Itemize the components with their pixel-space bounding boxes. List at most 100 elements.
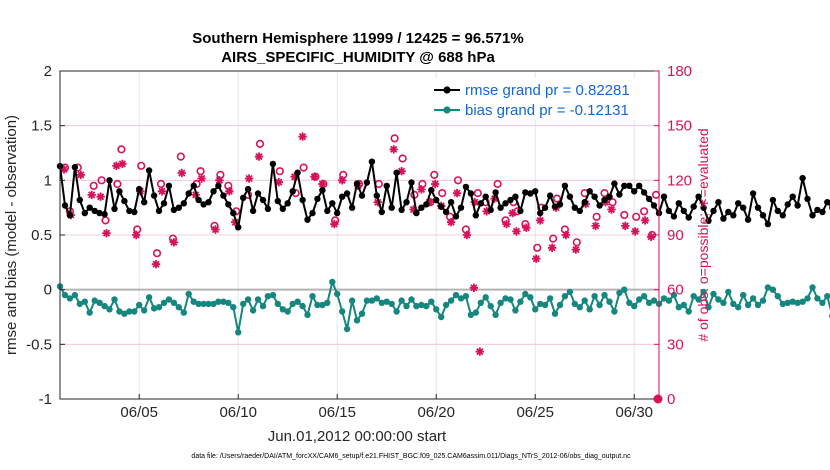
obs-evaluated-point — [298, 132, 307, 141]
rmse-point — [383, 182, 390, 189]
bias-point — [532, 306, 539, 313]
obs-possible-point — [473, 189, 482, 198]
obs-possible-point — [533, 243, 542, 252]
bias-point — [190, 298, 197, 305]
bias-point — [136, 301, 143, 309]
obs-possible-point — [137, 161, 146, 170]
bias-point — [383, 298, 390, 305]
rmse-point — [106, 177, 113, 184]
obs-evaluated-point — [425, 198, 434, 207]
rmse-point — [210, 188, 217, 195]
bias-point — [289, 300, 296, 308]
rmse-point — [175, 204, 182, 211]
obs-evaluated-point — [87, 190, 96, 200]
rmse-point — [438, 203, 445, 210]
obs-evaluated-point — [452, 188, 462, 198]
rmse-point — [546, 192, 554, 199]
obs-evaluated-point — [536, 216, 545, 225]
bias-point — [517, 298, 524, 305]
bias-point — [279, 306, 286, 313]
bias-point — [472, 309, 479, 316]
rmse-point — [195, 196, 202, 204]
bias-point — [700, 288, 707, 296]
bias-point — [556, 301, 564, 309]
rmse-point — [274, 197, 281, 205]
bias-point — [730, 300, 737, 308]
obs-possible-point — [152, 249, 162, 258]
obs-evaluated-point — [482, 207, 491, 216]
bias-point — [665, 297, 673, 304]
rmse-point — [616, 191, 623, 198]
rmse-point — [378, 208, 385, 216]
obs-evaluated-point — [215, 176, 224, 185]
rmse-point — [423, 201, 430, 208]
rmse-point — [759, 212, 767, 219]
bias-point — [244, 296, 252, 303]
bias-point — [81, 298, 89, 305]
bias-point — [720, 299, 727, 306]
bias-point — [408, 296, 415, 303]
obs-evaluated-point — [169, 238, 179, 247]
bias-point — [324, 299, 331, 306]
rmse-point — [561, 182, 569, 189]
bias-point — [754, 301, 762, 309]
rmse-point — [269, 160, 277, 168]
rmse-point — [284, 200, 291, 207]
bias-point — [764, 284, 772, 291]
rmse-point — [442, 208, 450, 216]
y-right-tick-label: 180 — [667, 63, 692, 80]
obs-possible-point — [632, 212, 641, 221]
rmse-point — [710, 207, 717, 215]
y-right-tick-label: 0 — [667, 391, 675, 408]
x-axis-label: Jun.01,2012 00:00:00 start — [268, 428, 447, 445]
bias-point — [230, 304, 237, 311]
bias-point — [541, 301, 549, 309]
bias-point — [561, 293, 569, 300]
obs-evaluated-point — [607, 205, 616, 214]
obs-evaluated-point — [112, 161, 121, 170]
rmse-point — [522, 189, 529, 196]
obs-evaluated-point — [631, 227, 640, 236]
bias-point — [398, 297, 405, 304]
obs-possible-point — [255, 139, 265, 148]
rmse-point — [650, 202, 658, 209]
rmse-point — [324, 207, 331, 215]
obs-possible-point — [117, 145, 126, 154]
bias-point — [566, 288, 574, 296]
bias-point — [66, 295, 74, 302]
bias-point — [482, 294, 489, 301]
obs-possible-point — [493, 179, 502, 189]
bias-point — [319, 301, 326, 309]
rmse-point — [289, 188, 296, 195]
obs-evaluated-point — [470, 198, 479, 207]
rmse-point — [467, 190, 475, 197]
bias-point — [180, 309, 187, 316]
rmse-point — [566, 193, 574, 200]
rmse-point — [155, 207, 163, 215]
bias-point — [685, 308, 692, 315]
rmse-point — [631, 188, 638, 195]
legend-rmse-marker — [443, 86, 451, 94]
rmse-point — [675, 200, 682, 207]
bias-point — [576, 304, 583, 311]
rmse-point — [215, 182, 222, 189]
bias-point — [447, 297, 455, 304]
rmse-point — [794, 202, 801, 209]
bias-point — [96, 299, 103, 306]
bias-point — [735, 304, 742, 311]
bias-point — [363, 297, 371, 304]
rmse-point — [571, 204, 578, 211]
rmse-point — [240, 194, 247, 201]
rmse-point — [235, 224, 242, 231]
bias-point — [507, 296, 514, 303]
rmse-point — [205, 199, 212, 206]
bias-point — [106, 306, 113, 313]
bias-point — [645, 299, 653, 306]
bias-point — [393, 308, 400, 315]
legend-bias-label: bias grand pr = -0.12131 — [465, 102, 629, 119]
bias-point — [284, 308, 291, 315]
y-tick-label: 0.5 — [31, 227, 52, 244]
rmse-point — [680, 207, 687, 215]
bias-point — [220, 298, 227, 305]
